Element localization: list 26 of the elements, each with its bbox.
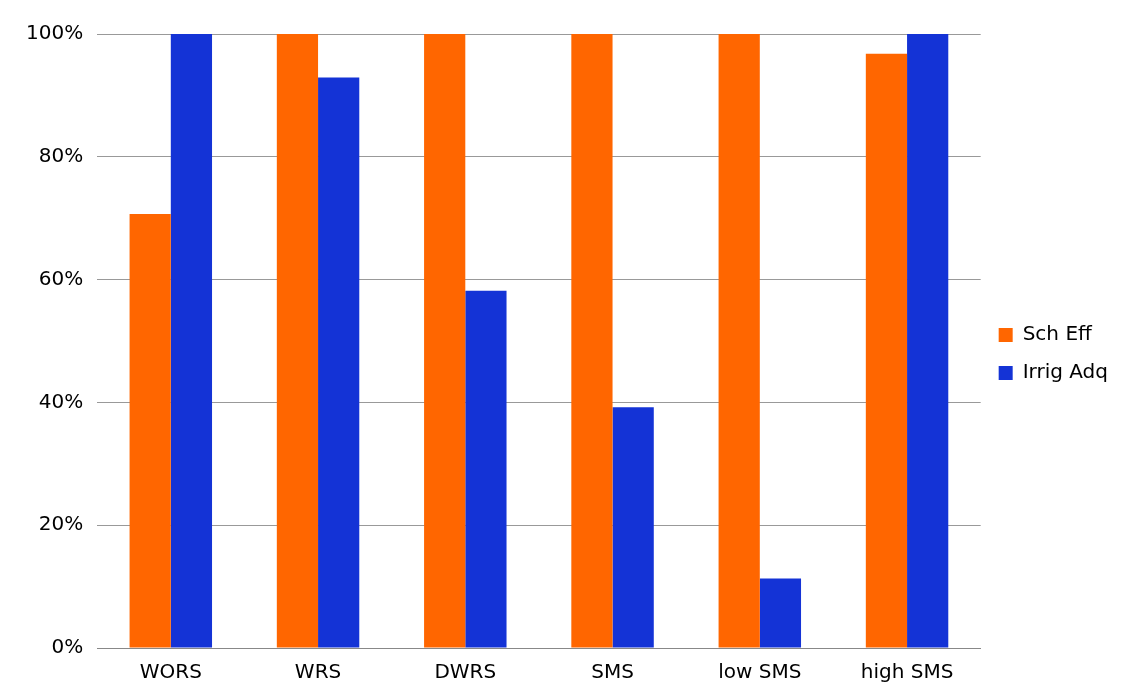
y-tick-label: 100% xyxy=(25,20,84,45)
bar xyxy=(465,290,507,648)
bar xyxy=(907,34,949,648)
y-tick-label: 40% xyxy=(38,388,84,413)
x-tick-label: SMS xyxy=(591,659,634,684)
x-tick-label: high SMS xyxy=(860,659,954,684)
bar xyxy=(318,77,360,648)
bar xyxy=(276,34,319,648)
bar xyxy=(718,34,760,648)
bar xyxy=(571,34,613,648)
bar xyxy=(170,34,213,648)
bar xyxy=(759,578,802,648)
bar xyxy=(612,407,654,648)
x-tick-label: low SMS xyxy=(718,659,802,684)
bar xyxy=(129,213,171,648)
bar xyxy=(424,34,466,648)
y-tick-label: 0% xyxy=(51,634,84,659)
bar xyxy=(865,53,908,648)
y-tick-label: 60% xyxy=(38,265,84,290)
x-tick-label: DWRS xyxy=(434,659,497,684)
x-tick-label: WRS xyxy=(294,659,342,684)
y-tick-label: 80% xyxy=(38,143,84,167)
legend-label: Sch Eff xyxy=(1022,321,1094,346)
x-tick-label: WORS xyxy=(139,659,202,684)
y-tick-label: 20% xyxy=(38,511,84,536)
legend-label: Irrig Adq xyxy=(1022,359,1109,384)
